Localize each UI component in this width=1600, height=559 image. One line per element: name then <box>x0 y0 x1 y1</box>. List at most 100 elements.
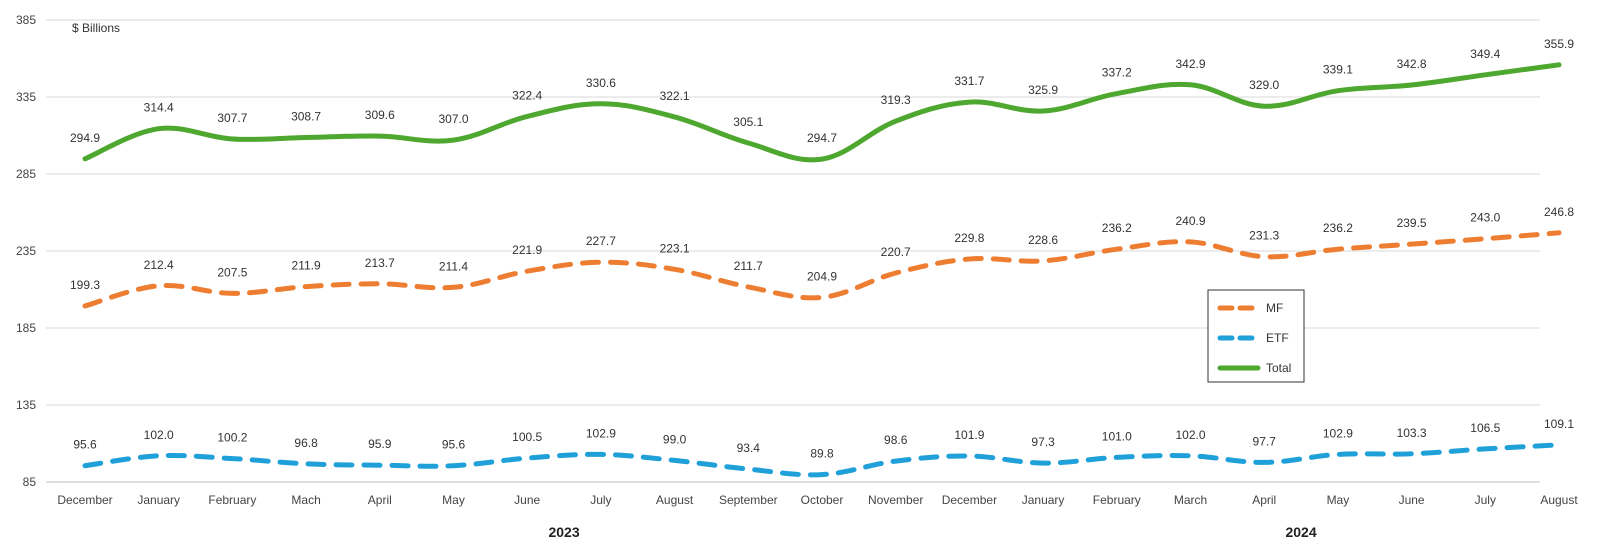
x-tick-label: Mach <box>291 493 320 507</box>
x-tick-label: March <box>1174 493 1207 507</box>
data-point-etf <box>894 459 898 463</box>
data-label-mf: 220.7 <box>881 245 911 259</box>
data-point-etf <box>1557 443 1561 447</box>
data-point-total <box>820 157 824 161</box>
data-label-total: 308.7 <box>291 110 321 124</box>
data-point-total <box>83 157 87 161</box>
data-label-total: 294.7 <box>807 131 837 145</box>
data-label-etf: 95.6 <box>442 438 466 452</box>
data-point-etf <box>1041 461 1045 465</box>
unit-label: $ Billions <box>72 21 120 35</box>
data-point-etf <box>1410 452 1414 456</box>
data-point-etf <box>1483 447 1487 451</box>
data-label-etf: 109.1 <box>1544 417 1574 431</box>
x-axis: December January February Mach April May June J… <box>57 493 1578 540</box>
legend-label-total: Total <box>1266 361 1291 375</box>
data-point-mf <box>525 269 529 273</box>
data-label-mf: 229.8 <box>954 231 984 245</box>
data-label-mf: 228.6 <box>1028 233 1058 247</box>
data-label-mf: 211.4 <box>439 259 468 273</box>
data-label-total: 337.2 <box>1102 66 1132 80</box>
data-label-total: 307.7 <box>217 111 247 125</box>
data-label-etf: 102.0 <box>1175 428 1205 442</box>
data-point-mf <box>967 257 971 261</box>
data-point-total <box>1336 89 1340 93</box>
x-tick-label: June <box>1399 493 1425 507</box>
data-point-mf <box>230 291 234 295</box>
x-tick-label: May <box>442 493 465 507</box>
data-label-mf: 227.7 <box>586 234 616 248</box>
series-lines <box>82 62 1562 478</box>
legend-label-mf: MF <box>1266 301 1283 315</box>
data-point-total <box>452 138 456 142</box>
x-tick-label: September <box>719 493 778 507</box>
y-tick-label: 385 <box>16 13 36 27</box>
year-label: 2024 <box>1285 524 1316 540</box>
x-tick-label: December <box>57 493 112 507</box>
data-label-mf: 211.7 <box>734 259 763 273</box>
year-label: 2023 <box>548 524 579 540</box>
data-point-etf <box>525 456 529 460</box>
data-point-etf <box>599 452 603 456</box>
data-point-etf <box>673 458 677 462</box>
data-point-mf <box>1115 247 1119 251</box>
x-tick-label: February <box>208 493 256 507</box>
data-point-total <box>378 134 382 138</box>
data-point-mf <box>1410 242 1414 246</box>
y-tick-label: 135 <box>16 398 36 412</box>
data-point-etf <box>1115 455 1119 459</box>
data-label-etf: 101.9 <box>954 428 984 442</box>
series-line-total <box>82 62 1562 163</box>
data-point-total <box>1189 83 1193 87</box>
data-point-etf <box>157 454 161 458</box>
data-label-total: 314.4 <box>144 101 174 115</box>
x-tick-label: April <box>368 493 392 507</box>
data-point-mf <box>1262 255 1266 259</box>
data-label-mf: 240.9 <box>1175 214 1205 228</box>
data-point-mf <box>157 284 161 288</box>
data-point-etf <box>820 473 824 477</box>
data-point-mf <box>894 271 898 275</box>
y-tick-label: 235 <box>16 244 36 258</box>
data-label-mf: 243.0 <box>1470 211 1500 225</box>
data-point-total <box>230 137 234 141</box>
data-label-total: 329.0 <box>1249 78 1279 92</box>
data-label-mf: 221.9 <box>512 243 542 257</box>
data-point-total <box>525 114 529 118</box>
data-label-mf: 204.9 <box>807 269 837 283</box>
data-label-etf: 96.8 <box>294 436 318 450</box>
data-label-mf: 239.5 <box>1397 216 1427 230</box>
data-point-total <box>673 115 677 119</box>
legend: MF ETF Total <box>1207 289 1305 383</box>
x-tick-label: January <box>137 493 180 507</box>
data-label-etf: 93.4 <box>737 441 761 455</box>
data-label-mf: 207.5 <box>217 265 247 279</box>
data-point-etf <box>1336 452 1340 456</box>
data-label-total: 355.9 <box>1544 37 1574 51</box>
gridlines <box>46 19 1540 483</box>
data-point-mf <box>1557 231 1561 235</box>
data-point-total <box>1483 73 1487 77</box>
data-point-mf <box>1483 237 1487 241</box>
data-point-total <box>304 136 308 140</box>
x-tick-label: October <box>801 493 844 507</box>
data-point-total <box>1115 92 1119 96</box>
data-label-total: 342.8 <box>1397 57 1427 71</box>
data-point-mf <box>673 267 677 271</box>
data-label-total: 325.9 <box>1028 83 1058 97</box>
data-point-mf <box>83 304 87 308</box>
data-point-etf <box>452 464 456 468</box>
data-point-total <box>1410 83 1414 87</box>
data-point-mf <box>1189 240 1193 244</box>
data-label-total: 342.9 <box>1175 57 1205 71</box>
data-label-total: 305.1 <box>733 115 763 129</box>
data-point-etf <box>1189 454 1193 458</box>
data-point-mf <box>820 295 824 299</box>
data-point-mf <box>304 285 308 289</box>
data-label-total: 349.4 <box>1470 47 1500 61</box>
data-label-mf: 223.1 <box>660 241 690 255</box>
data-point-total <box>1041 109 1045 113</box>
data-label-mf: 212.4 <box>144 258 174 272</box>
data-label-etf: 100.2 <box>217 431 247 445</box>
